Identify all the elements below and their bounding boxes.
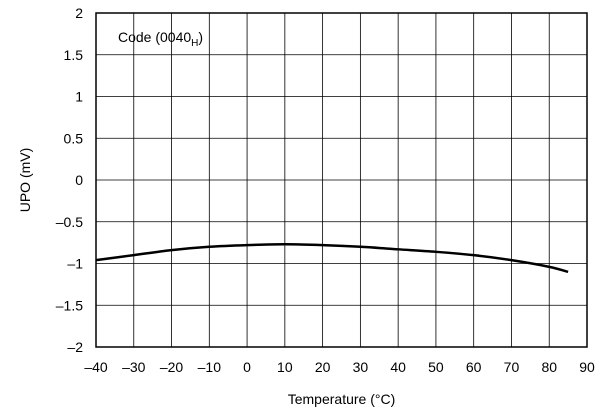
x-axis-label: Temperature (°C) (288, 391, 396, 407)
x-tick-label: 30 (353, 359, 369, 375)
y-tick-label: –1 (67, 256, 83, 272)
x-tick-label: 10 (277, 359, 293, 375)
y-tick-label: 1.5 (64, 47, 84, 63)
x-tick-label: 60 (466, 359, 482, 375)
x-tick-label: –20 (160, 359, 184, 375)
x-tick-label: 80 (541, 359, 557, 375)
y-tick-label: 0 (75, 172, 83, 188)
code-annotation: Code (0040H) (118, 29, 203, 49)
y-tick-labels: 2 1.5 1 0.5 0 –0.5 –1 –1.5 –2 (56, 5, 83, 355)
plot-frame (95, 12, 588, 348)
annotation-main: Code (0040 (118, 29, 191, 45)
x-tick-label: 0 (243, 359, 251, 375)
y-tick-label: –2 (67, 339, 83, 355)
grid (95, 12, 588, 348)
x-tick-label: –30 (122, 359, 146, 375)
y-tick-label: –1.5 (56, 297, 83, 313)
x-tick-label: 90 (579, 359, 595, 375)
x-tick-label: –40 (84, 359, 108, 375)
y-tick-label: 1 (75, 89, 83, 105)
x-tick-label: 70 (504, 359, 520, 375)
y-tick-label: 0.5 (64, 130, 84, 146)
y-tick-label: 2 (75, 5, 83, 21)
x-tick-label: 20 (315, 359, 331, 375)
data-series (95, 243, 569, 274)
annotation-subscript: H (191, 38, 198, 49)
series-line (95, 243, 569, 274)
x-tick-label: 50 (428, 359, 444, 375)
y-axis-label: UPO (mV) (17, 148, 33, 213)
x-tick-labels: –40 –30 –20 –10 0 10 20 30 40 50 60 70 80 90 (84, 359, 595, 375)
annotation-close: ) (198, 29, 203, 45)
x-tick-label: –10 (198, 359, 222, 375)
x-tick-label: 40 (390, 359, 406, 375)
y-tick-label: –0.5 (56, 214, 83, 230)
